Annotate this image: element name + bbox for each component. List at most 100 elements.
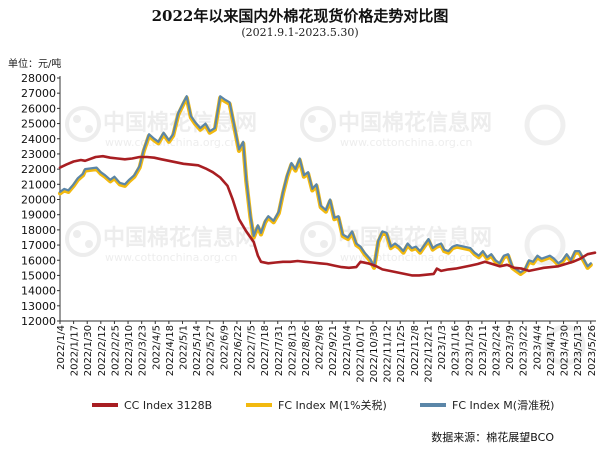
axes: 12000 13000 14000 15000 16000 17000 18000 19000… — [21, 72, 598, 383]
x-tick-label: 2022/8/26 — [301, 325, 312, 376]
x-tick-label: 2022/1/4 — [56, 325, 67, 370]
series-layer — [57, 95, 597, 277]
y-tick-label: 24000 — [21, 133, 56, 146]
watermark-logo-dot-icon — [85, 125, 93, 133]
chart-title: 2022年以来国内外棉花现货价格走势对比图 — [151, 7, 449, 25]
x-tick-label: 2022/12/21 — [423, 325, 434, 383]
watermark-logo-icon — [65, 221, 101, 257]
y-tick-label: 28000 — [21, 72, 56, 85]
y-tick-label: 16000 — [21, 254, 56, 267]
y-tick-label: 12000 — [21, 315, 56, 328]
y-tick-label: 17000 — [21, 239, 56, 252]
watermark-logo-dot-icon — [320, 240, 328, 248]
x-tick-label: 2022/8/13 — [287, 325, 298, 376]
y-tick-label: 26000 — [21, 102, 56, 115]
watermark-url: www.cottonchina.org.cn — [105, 251, 237, 264]
series-line-2 — [58, 95, 592, 274]
x-tick-label: 2022/2/12 — [97, 325, 108, 376]
x-tick-label: 2023/1/3 — [437, 325, 448, 370]
watermark-text: 中国棉花信息网 — [103, 225, 257, 251]
y-tick-label: 23000 — [21, 148, 56, 161]
watermark-text: 中国棉花信息网 — [338, 110, 492, 136]
x-tick-label: 2023/4/4 — [532, 325, 543, 370]
x-tick-label: 2022/9/21 — [328, 325, 339, 376]
x-tick-label: 2022/3/23 — [138, 325, 149, 376]
y-tick-label: 18000 — [21, 224, 56, 237]
watermark-logo-dot-icon — [73, 115, 81, 123]
x-tick-label: 2022/6/22 — [233, 325, 244, 376]
x-tick-label: 2022/10/4 — [342, 325, 353, 376]
watermark-logo-icon — [300, 106, 336, 142]
x-tick-label: 2023/3/22 — [519, 325, 530, 376]
x-tick-label: 2022/10/30 — [369, 325, 380, 383]
watermark-logo-2 — [544, 324, 586, 366]
legend-label: FC Index M(滑准税) — [452, 398, 554, 412]
x-tick-label: 2022/5/27 — [206, 325, 217, 376]
x-tick-label: 2022/11/12 — [383, 325, 394, 383]
legend-item-1: FC Index M(1%关税) — [246, 398, 387, 412]
watermark-logo-icon — [524, 104, 566, 146]
y-tick-label: 27000 — [21, 87, 56, 100]
x-tick-label: 2022/5/14 — [192, 325, 203, 376]
x-tick-label: 2023/5/13 — [573, 325, 584, 376]
x-tick-label: 2022/4/5 — [151, 325, 162, 370]
y-tick-label: 21000 — [21, 178, 56, 191]
x-tick-label: 2023/2/11 — [478, 325, 489, 376]
x-tick-label: 2022/2/25 — [110, 325, 121, 376]
watermark-logo-icon — [65, 106, 101, 142]
legend-item-0: CC Index 3128B — [92, 399, 212, 412]
x-tick-label: 2022/1/17 — [70, 325, 81, 376]
legend: CC Index 3128B FC Index M(1%关税) FC Index M… — [92, 398, 554, 412]
y-tick-label: 22000 — [21, 163, 56, 176]
x-tick-label: 2023/4/17 — [546, 325, 557, 376]
x-tick-label: 2022/3/10 — [124, 325, 135, 376]
watermark-url: www.cottonchina.org.cn — [105, 136, 237, 149]
watermark-layer: 中国棉花信息网www.cottonchina.org.cn中国棉花信息网www.… — [65, 104, 586, 366]
x-tick-label: 2023/4/30 — [560, 325, 571, 376]
legend-label: FC Index M(1%关税) — [278, 398, 387, 412]
x-tick-label: 2022/7/31 — [274, 325, 285, 376]
legend-label: CC Index 3128B — [124, 399, 212, 412]
data-source-note: 数据来源：棉花展望BCO — [431, 431, 554, 444]
y-tick-label: 13000 — [21, 300, 56, 313]
y-tick-label: 14000 — [21, 285, 56, 298]
x-tick-label: 2022/1/30 — [83, 325, 94, 376]
series-line-0 — [58, 154, 597, 277]
x-tick-label: 2023/1/29 — [464, 325, 475, 376]
x-tick-label: 2022/7/5 — [247, 325, 258, 370]
y-tick-label: 19000 — [21, 209, 56, 222]
watermark-logo-icon — [544, 324, 586, 366]
x-tick-label: 2023/5/26 — [587, 325, 598, 376]
x-tick-label: 2022/12/8 — [410, 325, 421, 376]
x-tick-label: 2022/10/17 — [355, 325, 366, 383]
x-tick-label: 2022/7/18 — [260, 325, 271, 376]
watermark-logo-dot-icon — [308, 230, 316, 238]
legend-item-2: FC Index M(滑准税) — [420, 398, 554, 412]
watermark-logo-dot-icon — [308, 115, 316, 123]
watermark-url: www.cottonchina.org.cn — [340, 136, 472, 149]
y-tick-label: 20000 — [21, 194, 56, 207]
chart-subtitle: (2021.9.1-2023.5.30) — [241, 26, 359, 39]
x-tick-label: 2022/11/25 — [396, 325, 407, 383]
watermark-logo-icon — [524, 224, 566, 266]
watermark-logo-dot-icon — [85, 240, 93, 248]
watermark-logo-0 — [524, 104, 566, 146]
x-tick-label: 2023/2/24 — [492, 325, 503, 376]
y-tick-label: 15000 — [21, 269, 56, 282]
watermark-url: www.cottonchina.org.cn — [340, 251, 472, 264]
x-tick-label: 2023/3/9 — [505, 325, 516, 370]
watermark-logo-icon — [300, 221, 336, 257]
watermark-logo-dot-icon — [73, 230, 81, 238]
y-axis-unit-label: 单位：元/吨 — [8, 59, 62, 70]
x-tick-label: 2022/5/1 — [178, 325, 189, 370]
watermark-logo-1 — [524, 224, 566, 266]
x-tick-label: 2023/1/16 — [451, 325, 462, 376]
x-tick-label: 2022/9/8 — [315, 325, 326, 370]
watermark-logo-dot-icon — [320, 125, 328, 133]
y-tick-label: 25000 — [21, 118, 56, 131]
